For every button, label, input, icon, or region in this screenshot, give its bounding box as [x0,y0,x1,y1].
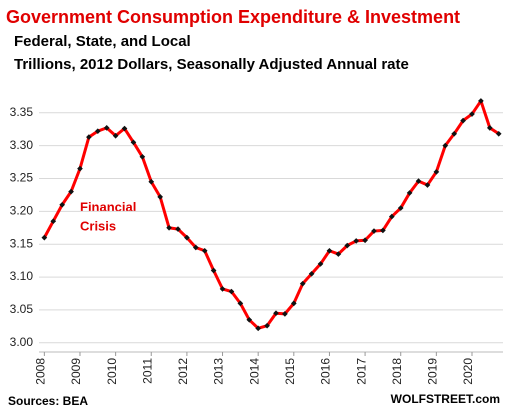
point [166,224,172,231]
x-tick-label: 2012 [176,358,190,385]
x-tick-label: 2009 [69,358,83,385]
x-tick-label: 2013 [212,358,226,385]
source: Sources: BEA [8,394,88,408]
point [157,194,163,200]
chart-subtitle: Federal, State, and Local [14,33,191,50]
point [175,226,181,232]
x-tick-label: 2017 [354,358,368,385]
point [308,270,315,277]
point [371,228,377,234]
point [94,128,101,134]
point [469,111,475,117]
y-tick-label: 3.15 [10,236,34,250]
point [68,188,74,195]
point [353,238,360,244]
point [219,286,226,292]
x-tick-label: 2020 [461,358,475,385]
x-tick-label: 2016 [319,358,333,385]
x-tick-label: 2015 [283,358,297,385]
y-tick-label: 3.35 [10,105,34,119]
point [433,169,440,175]
point [86,134,92,140]
point [282,311,288,317]
annotation: Crisis [80,218,116,233]
point [237,300,244,307]
point [495,130,502,137]
point [273,310,279,317]
x-tick-label: 2011 [140,358,154,384]
line [43,99,500,330]
point [344,242,351,249]
point [317,261,324,267]
chart-title: Government Consumption Expenditure & Inv… [6,7,460,27]
y-tick-label: 3.10 [10,269,34,283]
point [478,98,484,104]
annotation: Financial [80,199,136,214]
point [299,280,306,287]
point [388,213,395,220]
point [362,237,368,244]
x-tick-label: 2019 [426,358,440,385]
point [380,227,386,234]
point [130,139,137,146]
point [192,244,199,251]
point [246,316,253,323]
point [335,251,342,257]
point [264,322,270,329]
point [139,153,146,160]
point [184,234,190,241]
point [486,125,493,131]
point [326,247,333,254]
point [397,205,404,211]
point [290,300,297,307]
point [112,132,119,139]
y-tick-label: 3.30 [10,138,34,152]
credit: WOLFSTREET.com [391,392,500,406]
y-tick-label: 3.00 [10,335,34,349]
x-tick-label: 2018 [390,358,404,385]
point [103,125,110,131]
point [451,130,458,137]
chart-subtitle: Trillions, 2012 Dollars, Seasonally Adju… [14,56,409,73]
point [148,178,155,185]
x-tick-label: 2010 [105,358,119,385]
point [460,117,466,124]
x-tick-label: 2014 [247,358,261,385]
point [201,247,208,254]
y-tick-label: 3.25 [10,171,34,185]
point [210,267,217,274]
y-tick-label: 3.05 [10,302,34,316]
x-tick-label: 2008 [34,358,48,385]
point [255,325,261,332]
y-tick-label: 3.20 [10,204,34,218]
point [442,142,449,149]
point [415,178,422,184]
point [406,190,413,196]
point [424,182,431,188]
point [228,288,235,295]
point [77,165,83,172]
